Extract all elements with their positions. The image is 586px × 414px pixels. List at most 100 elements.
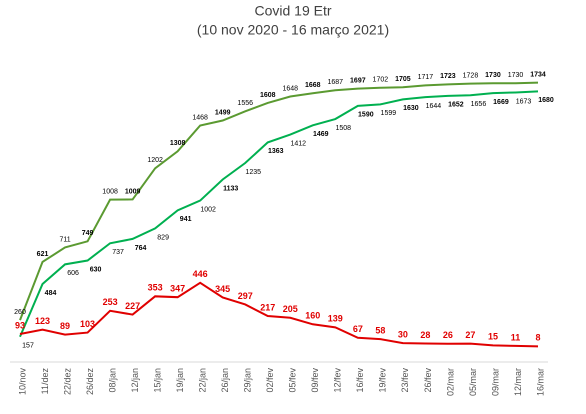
data-label: 1723: [440, 73, 456, 80]
data-label: 1668: [305, 82, 321, 89]
data-label: 1202: [147, 157, 163, 164]
data-label: 1630: [403, 105, 419, 112]
data-label: 103: [80, 319, 95, 329]
data-label: 1728: [463, 72, 479, 79]
x-tick-label: 11/dez: [40, 368, 50, 395]
data-label: 353: [148, 283, 163, 293]
data-label: 749: [82, 230, 94, 237]
x-tick-label: 09/fev: [310, 368, 320, 393]
data-label: 484: [45, 290, 57, 297]
data-label: 446: [193, 269, 208, 279]
data-label: 347: [170, 284, 185, 294]
x-tick-label: 26/jan: [220, 368, 230, 393]
series-line: [19, 281, 539, 348]
data-label: 1644: [426, 103, 442, 110]
x-tick-label: 16/fev: [355, 368, 365, 393]
x-tick-label: 10/nov: [17, 368, 27, 396]
data-label: 1469: [313, 131, 329, 138]
data-label: 205: [283, 304, 298, 314]
data-label: 1702: [373, 77, 389, 84]
x-tick-label: 22/jan: [198, 368, 208, 393]
data-label: 1235: [245, 169, 261, 176]
data-label: 8: [535, 333, 540, 343]
series-line: [19, 81, 539, 321]
data-label: 297: [238, 291, 253, 301]
data-label: 764: [135, 245, 147, 252]
data-label: 26: [443, 330, 453, 340]
x-tick-label: 12/mar: [513, 368, 523, 396]
data-label: 1308: [170, 140, 186, 147]
x-tick-label: 02/fev: [265, 368, 275, 393]
data-label: 27: [465, 330, 475, 340]
data-label: 1656: [471, 101, 487, 108]
data-label: 621: [37, 251, 49, 258]
data-label: 1499: [215, 109, 231, 116]
data-label: 1009: [125, 188, 141, 195]
data-label: 30: [398, 330, 408, 340]
x-tick-label: 23/fev: [400, 368, 410, 393]
data-label: 1648: [282, 85, 298, 92]
data-label: 1008: [102, 188, 118, 195]
data-label: 1412: [290, 140, 306, 147]
data-label: 1730: [508, 72, 524, 79]
data-label: 227: [125, 301, 140, 311]
data-label: 1673: [516, 98, 532, 105]
x-tick-label: 22/dez: [62, 368, 72, 396]
data-label: 28: [420, 330, 430, 340]
x-tick-label: 19/jan: [175, 368, 185, 393]
data-label: 1468: [192, 114, 208, 121]
data-label: 1669: [493, 99, 509, 106]
x-tick-label: 15/jan: [153, 368, 163, 393]
data-label: 1508: [336, 125, 352, 132]
chart-title: Covid 19 Etr: [254, 3, 331, 19]
data-label: 737: [112, 249, 124, 256]
data-label: 1730: [485, 72, 501, 79]
data-label: 1590: [358, 112, 374, 119]
data-label: 1599: [381, 110, 397, 117]
data-label: 1363: [268, 148, 284, 155]
data-label: 606: [67, 270, 79, 277]
data-label: 630: [90, 266, 102, 273]
data-label: 89: [60, 321, 70, 331]
x-tick-label: 29/jan: [243, 368, 253, 393]
data-label: 1680: [538, 97, 554, 104]
x-tick-label: 26/dez: [85, 368, 95, 396]
data-label: 67: [353, 324, 363, 334]
data-label: 160: [305, 311, 320, 321]
data-label: 711: [59, 236, 70, 243]
x-tick-label: 19/fev: [378, 368, 388, 393]
data-label: 93: [15, 320, 25, 330]
data-label: 1687: [328, 79, 344, 86]
data-label: 1133: [223, 185, 238, 192]
data-label: 829: [157, 234, 169, 241]
x-tick-label: 05/mar: [468, 368, 478, 396]
data-label: 217: [260, 302, 275, 312]
data-label: 1705: [395, 76, 411, 83]
x-tick-label: 12/jan: [130, 368, 140, 393]
data-label: 260: [14, 309, 26, 316]
x-tick-label: 05/fev: [288, 368, 298, 393]
data-label: 1002: [200, 206, 216, 213]
data-label: 11: [511, 332, 521, 342]
x-tick-label: 02/mar: [445, 368, 455, 396]
data-label: 1652: [448, 102, 464, 109]
data-label: 1717: [418, 74, 434, 81]
data-label: 139: [328, 314, 343, 324]
series-line: [19, 90, 539, 338]
data-label: 123: [35, 316, 50, 326]
data-label: 345: [215, 284, 230, 294]
data-label: 157: [22, 343, 34, 350]
x-tick-label: 12/fev: [333, 368, 343, 393]
data-label: 941: [180, 216, 192, 223]
x-tick-label: 08/jan: [107, 368, 117, 393]
x-tick-label: 16/mar: [535, 368, 545, 396]
data-label: 15: [488, 332, 498, 342]
data-label: 1734: [530, 71, 546, 78]
data-label: 253: [103, 297, 118, 307]
chart-subtitle: (10 nov 2020 - 16 março 2021): [197, 22, 389, 38]
data-label: 58: [375, 325, 385, 335]
data-label: 1556: [237, 100, 253, 107]
x-tick-label: 26/fev: [423, 368, 433, 393]
data-label: 1697: [350, 77, 366, 84]
